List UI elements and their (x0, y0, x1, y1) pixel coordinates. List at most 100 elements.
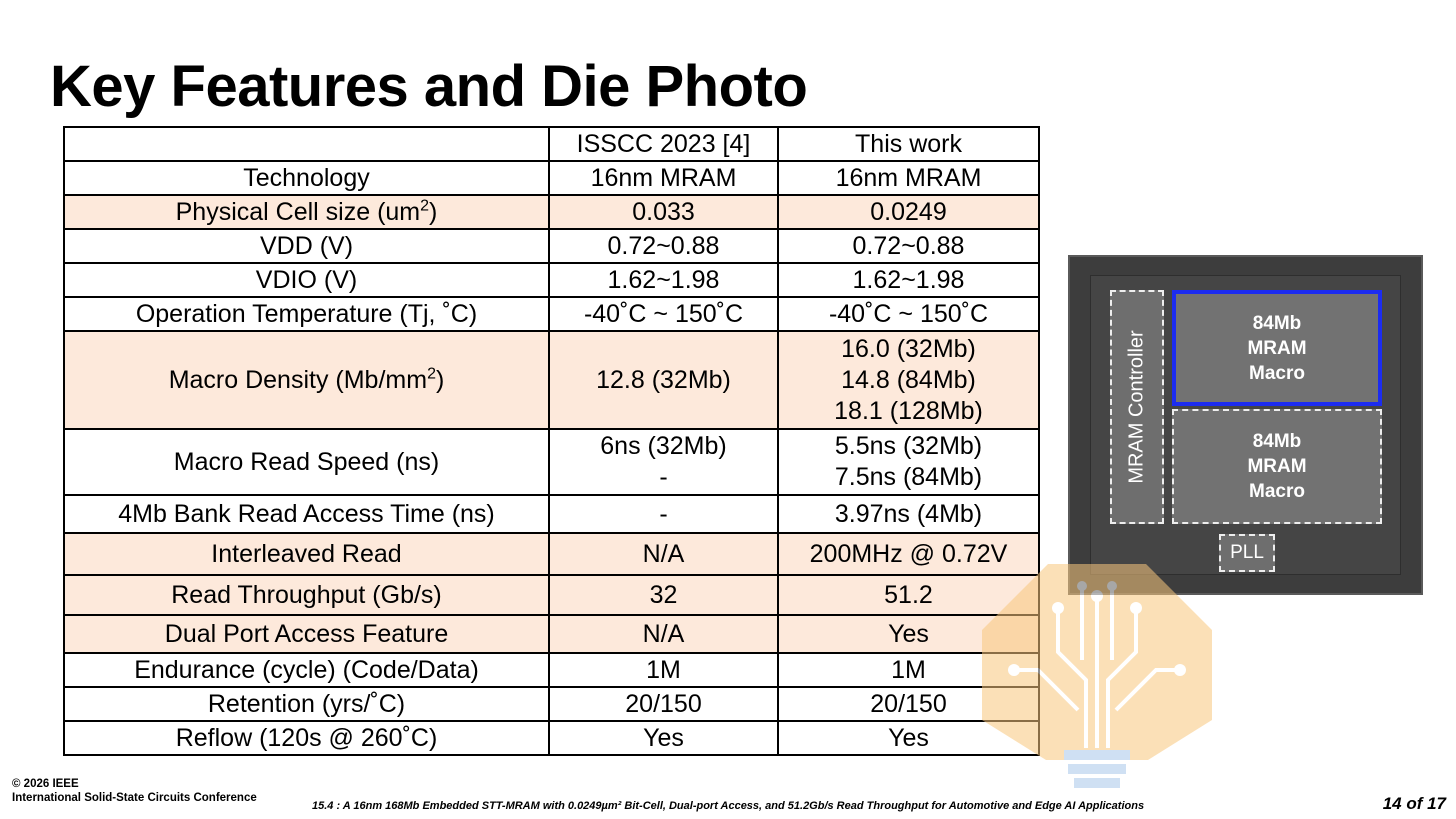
value-line: 14.8 (84Mb) (841, 365, 976, 394)
logo-base-band (1074, 778, 1120, 788)
table-header-cell (63, 126, 550, 162)
value-line: 16nm MRAM (835, 163, 982, 192)
param-cell: Reflow (120s @ 260˚C) (63, 720, 550, 756)
table-row: Operation Temperature (Tj, ˚C) -40˚C ~ 15… (63, 296, 1040, 332)
this-work-value-cell: 0.72~0.88 (777, 228, 1040, 264)
param-label: Dual Port Access Feature (164, 619, 449, 648)
param-cell: Dual Port Access Feature (63, 614, 550, 654)
macro-top-line: Macro (1249, 362, 1305, 384)
table-row: Reflow (120s @ 260˚C) Yes Yes (63, 720, 1040, 756)
macro-top-line: 84Mb (1252, 312, 1302, 334)
features-table: ISSCC 2023 [4] This work Technology 16nm MR… (63, 126, 1040, 756)
param-cell: Endurance (cycle) (Code/Data) (63, 652, 550, 688)
footer-left: © 2026 IEEE International Solid-State Ci… (12, 777, 257, 805)
value-line: 200MHz @ 0.72V (809, 539, 1008, 568)
value-line: Yes (888, 723, 929, 752)
logo-base-band (1068, 764, 1126, 774)
value-line: 1M (646, 655, 681, 684)
param-label: Technology (243, 163, 370, 192)
value-line: 0.033 (632, 197, 695, 226)
param-label: Macro Density (Mb/mm (168, 365, 428, 394)
param-superscript: 2 (420, 197, 430, 215)
isscc-value-cell: 32 (548, 574, 779, 616)
param-tail: ) (429, 197, 438, 226)
value-line: 0.0249 (870, 197, 947, 226)
footer-conference: International Solid-State Circuits Confe… (12, 792, 257, 804)
table-row: Dual Port Access Feature N/A Yes (63, 614, 1040, 654)
param-label: 4Mb Bank Read Access Time (ns) (118, 499, 495, 528)
value-line: 12.8 (32Mb) (596, 365, 731, 394)
isscc-value-cell: 16nm MRAM (548, 160, 779, 196)
this-work-value-cell: 5.5ns (32Mb) 7.5ns (84Mb) (777, 428, 1040, 496)
this-work-value-cell: 1.62~1.98 (777, 262, 1040, 298)
param-label: Retention (yrs/˚C) (207, 689, 406, 718)
param-label: Reflow (120s @ 260˚C) (175, 723, 438, 752)
table-row: Read Throughput (Gb/s) 32 51.2 (63, 574, 1040, 616)
macro-bottom-line: MRAM (1247, 456, 1307, 477)
macro-top-line: MRAM (1247, 337, 1307, 359)
param-label: Operation Temperature (Tj, ˚C) (135, 299, 478, 328)
isscc-value-cell: - (548, 494, 779, 534)
macro-bottom-line: Macro (1249, 481, 1305, 502)
this-work-value-cell: 0.0249 (777, 194, 1040, 230)
circuit-tree-lightbulb-icon (982, 564, 1212, 788)
value-line: Yes (643, 723, 684, 752)
mram-controller-block: MRAM Controller (1110, 290, 1164, 524)
value-line: 1M (891, 655, 926, 684)
this-work-value-cell: 200MHz @ 0.72V (777, 532, 1040, 576)
value-line: 7.5ns (84Mb) (834, 463, 983, 491)
value-line: Yes (888, 619, 929, 648)
logo-circuit-nodes (1008, 581, 1186, 676)
param-label: Read Throughput (Gb/s) (171, 580, 442, 609)
value-line: 1.62~1.98 (607, 265, 720, 294)
table-row: Interleaved Read N/A 200MHz @ 0.72V (63, 532, 1040, 576)
logo-base-band (1064, 750, 1130, 760)
value-line: 1.62~1.98 (852, 265, 965, 294)
param-cell: Read Throughput (Gb/s) (63, 574, 550, 616)
param-cell: Retention (yrs/˚C) (63, 686, 550, 722)
table-row: Macro Read Speed (ns) 6ns (32Mb) - 5.5ns (3… (63, 428, 1040, 496)
param-cell: Operation Temperature (Tj, ˚C) (63, 296, 550, 332)
table-row: VDIO (V) 1.62~1.98 1.62~1.98 (63, 262, 1040, 298)
page-number: 14 of 17 (1382, 794, 1446, 813)
value-line: 5.5ns (32Mb) (834, 432, 983, 460)
footer-paper-title: 15.4 : A 16nm 168Mb Embedded STT-MRAM wi… (312, 800, 1145, 812)
footer-copyright: © 2026 IEEE (12, 778, 79, 790)
param-cell: Interleaved Read (63, 532, 550, 576)
this-work-value-cell: 3.97ns (4Mb) (777, 494, 1040, 534)
param-tail: ) (435, 365, 445, 394)
die-photo: MRAM Controller 84Mb MRAM Macro 84Mb MRA… (1068, 255, 1423, 595)
this-work-value-cell: -40˚C ~ 150˚C (777, 296, 1040, 332)
param-label: Macro Read Speed (ns) (173, 447, 440, 476)
isscc-value-cell: 0.033 (548, 194, 779, 230)
isscc-value-cell: 1M (548, 652, 779, 688)
value-line: -40˚C ~ 150˚C (828, 299, 989, 328)
param-cell: Physical Cell size (um2) (63, 194, 550, 230)
mram-macro-bottom: 84Mb MRAM Macro (1172, 409, 1382, 524)
param-cell: Macro Density (Mb/mm2) (63, 330, 550, 430)
this-work-value-cell: 16.0 (32Mb) 14.8 (84Mb) 18.1 (128Mb) (777, 330, 1040, 430)
value-line: -40˚C ~ 150˚C (583, 299, 744, 328)
isscc-value-cell: N/A (548, 532, 779, 576)
param-cell: 4Mb Bank Read Access Time (ns) (63, 494, 550, 534)
value-line: 16nm MRAM (590, 163, 737, 192)
this-work-value-cell: 16nm MRAM (777, 160, 1040, 196)
isscc-value-cell: -40˚C ~ 150˚C (548, 296, 779, 332)
slide-title: Key Features and Die Photo (50, 54, 808, 119)
pll-block: PLL (1219, 534, 1275, 572)
table-row: 4Mb Bank Read Access Time (ns) - 3.97ns (4… (63, 494, 1040, 534)
isscc-value-cell: 6ns (32Mb) - (548, 428, 779, 496)
table-row: Endurance (cycle) (Code/Data) 1M 1M (63, 652, 1040, 688)
param-label: VDD (V) (259, 231, 354, 260)
table-row: Macro Density (Mb/mm2) 12.8 (32Mb) 16.0 (3… (63, 330, 1040, 430)
value-line: 16.0 (32Mb) (841, 334, 976, 363)
table-header-row: ISSCC 2023 [4] This work (63, 126, 1040, 162)
table-row: Technology 16nm MRAM 16nm MRAM (63, 160, 1040, 196)
isscc-value-cell: 12.8 (32Mb) (548, 330, 779, 430)
logo-circuit-lines (1018, 590, 1176, 748)
macro-bottom-line: 84Mb (1252, 431, 1302, 452)
param-superscript: 2 (427, 365, 436, 383)
value-line: 0.72~0.88 (607, 231, 720, 260)
table-header-cell: This work (777, 126, 1040, 162)
value-line: N/A (642, 619, 685, 648)
